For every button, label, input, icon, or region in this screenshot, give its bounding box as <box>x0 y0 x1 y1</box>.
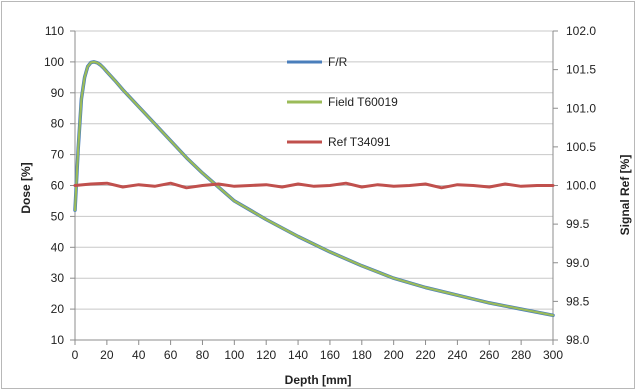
y2-axis-title: Signal Ref [%] <box>618 155 632 236</box>
y-tick-label: 80 <box>51 117 65 131</box>
x-tick-label: 40 <box>132 348 146 362</box>
y-tick-label: 10 <box>51 333 65 347</box>
y-tick-label: 70 <box>51 148 65 162</box>
series-lines <box>73 60 555 318</box>
gridlines <box>75 30 553 310</box>
y-tick-label: 90 <box>51 86 65 100</box>
y2-tick-label: 100.5 <box>566 140 596 154</box>
x-tick-label: 60 <box>164 348 178 362</box>
legend: F/R Field T60019 Ref T34091 <box>287 55 398 149</box>
y2-tick-label: 99.0 <box>566 256 590 270</box>
tick-labels: 10 20 30 40 50 60 70 80 90 100 110 98.0 98.5 99.0 99.5… <box>44 24 596 362</box>
y2-tick-label: 98.0 <box>566 333 590 347</box>
y-axis-title: Dose [%] <box>19 162 33 213</box>
x-tick-label: 120 <box>256 348 276 362</box>
y2-tick-label: 101.0 <box>566 101 596 115</box>
x-tick-label: 140 <box>288 348 308 362</box>
y2-tick-label: 99.5 <box>566 217 590 231</box>
series-field-t60019-line <box>73 60 555 317</box>
y-tick-label: 20 <box>51 302 65 316</box>
x-tick-label: 240 <box>447 348 467 362</box>
x-tick-label: 220 <box>416 348 436 362</box>
legend-label: F/R <box>328 55 348 69</box>
legend-label: Ref T34091 <box>328 135 391 149</box>
x-axis-title: Depth [mm] <box>285 373 352 387</box>
series-ref-t34091-line <box>73 181 555 190</box>
x-tick-label: 200 <box>384 348 404 362</box>
x-tick-label: 0 <box>72 348 79 362</box>
y-tick-label: 100 <box>44 55 64 69</box>
y2-tick-label: 102.0 <box>566 24 596 38</box>
x-tick-label: 80 <box>196 348 210 362</box>
series-f-r-line <box>73 60 555 318</box>
x-tick-label: 100 <box>224 348 244 362</box>
x-tick-label: 180 <box>352 348 372 362</box>
y-tick-label: 110 <box>45 24 64 38</box>
y-tick-label: 40 <box>51 240 65 254</box>
x-tick-label: 260 <box>479 348 499 362</box>
y-tick-label: 30 <box>51 271 65 285</box>
y2-tick-label: 100.0 <box>566 179 596 193</box>
legend-label: Field T60019 <box>328 95 398 109</box>
y2-tick-label: 101.5 <box>566 63 596 77</box>
y-tick-label: 50 <box>51 209 65 223</box>
x-tick-label: 280 <box>511 348 531 362</box>
y-tick-label: 60 <box>51 179 65 193</box>
x-tick-label: 300 <box>543 348 563 362</box>
x-tick-label: 160 <box>320 348 340 362</box>
x-tick-label: 20 <box>100 348 114 362</box>
y2-tick-label: 98.5 <box>566 294 590 308</box>
